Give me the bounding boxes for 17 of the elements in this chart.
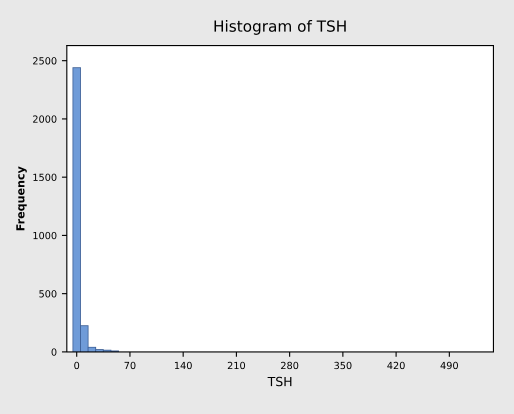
chart-title: Histogram of TSH bbox=[214, 20, 346, 35]
x-tick-label: 280 bbox=[281, 362, 298, 370]
y-tick-label: 0 bbox=[52, 348, 56, 356]
y-axis-title: Frequency bbox=[16, 166, 27, 230]
x-tick-label: 140 bbox=[174, 362, 192, 370]
x-tick-label: 0 bbox=[74, 362, 80, 370]
x-axis-title: TSH bbox=[268, 376, 292, 386]
y-tick-label: 500 bbox=[39, 290, 56, 298]
x-tick-label: 420 bbox=[387, 362, 405, 370]
y-tick-label: 1500 bbox=[33, 174, 56, 181]
x-tick-label: 490 bbox=[440, 362, 458, 370]
x-tick-label: 350 bbox=[334, 362, 352, 370]
y-tick-label: 1000 bbox=[33, 232, 56, 240]
x-tick-label: 70 bbox=[124, 362, 136, 370]
x-tick-label: 210 bbox=[228, 362, 246, 370]
y-tick-label: 2000 bbox=[33, 115, 56, 123]
y-tick-label: 2500 bbox=[33, 57, 56, 65]
